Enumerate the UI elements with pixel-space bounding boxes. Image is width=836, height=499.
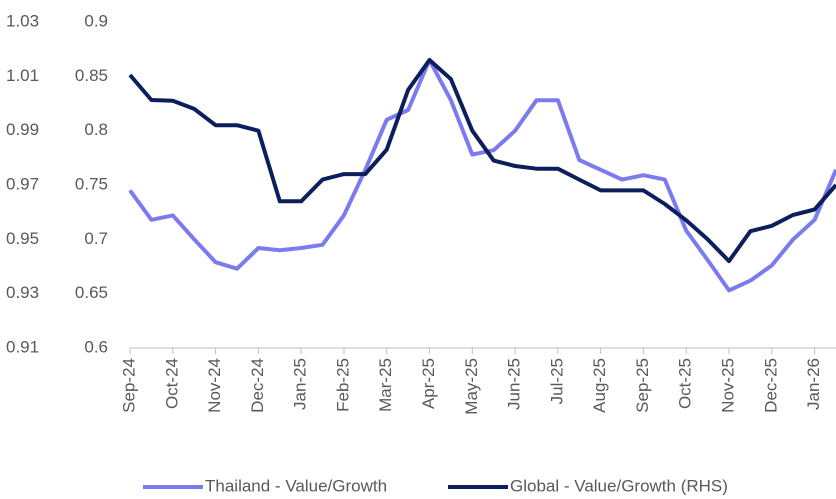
y-tick-label: 0.65 [75,283,108,302]
y2-tick-label: 0.91 [6,337,39,356]
y-tick-label: 0.75 [75,174,108,193]
y2-tick-label: 0.95 [6,229,39,248]
x-tick-label: Oct-24 [162,358,181,409]
x-tick-label: Aug-25 [590,358,609,413]
y-tick-label: 0.8 [84,120,108,139]
y2-tick-label: 0.97 [6,174,39,193]
y-tick-label: 0.7 [84,229,108,248]
series-line [128,58,836,264]
x-tick-label: Dec-25 [761,358,780,413]
y-tick-label: 0.85 [75,66,108,85]
y2-tick-label: 1.01 [6,66,39,85]
x-tick-label: May-25 [462,358,481,415]
x-tick-label: Oct-25 [676,358,695,409]
x-tick-label: Sep-24 [119,358,138,413]
x-tick-label: Dec-24 [248,358,267,413]
x-tick-label: Nov-24 [205,358,224,413]
x-tick-label: Jun-25 [505,358,524,410]
x-tick-label: Jan-25 [291,358,310,410]
x-tick-label: Mar-25 [376,358,395,412]
y2-tick-label: 1.03 [6,11,39,30]
legend-label: Global - Value/Growth (RHS) [510,476,728,495]
y-tick-label: 0.9 [84,11,108,30]
x-tick-label: Jan-26 [804,358,823,410]
y2-tick-label: 0.99 [6,120,39,139]
y2-tick-label: 0.93 [6,283,39,302]
series-line [128,58,836,293]
legend-label: Thailand - Value/Growth [205,476,387,495]
x-tick-label: Nov-25 [719,358,738,413]
x-tick-label: Jul-25 [547,358,566,404]
x-tick-label: Sep-25 [633,358,652,413]
y-tick-label: 0.6 [84,337,108,356]
x-tick-label: Apr-25 [419,358,438,409]
x-tick-label: Feb-25 [333,358,352,412]
